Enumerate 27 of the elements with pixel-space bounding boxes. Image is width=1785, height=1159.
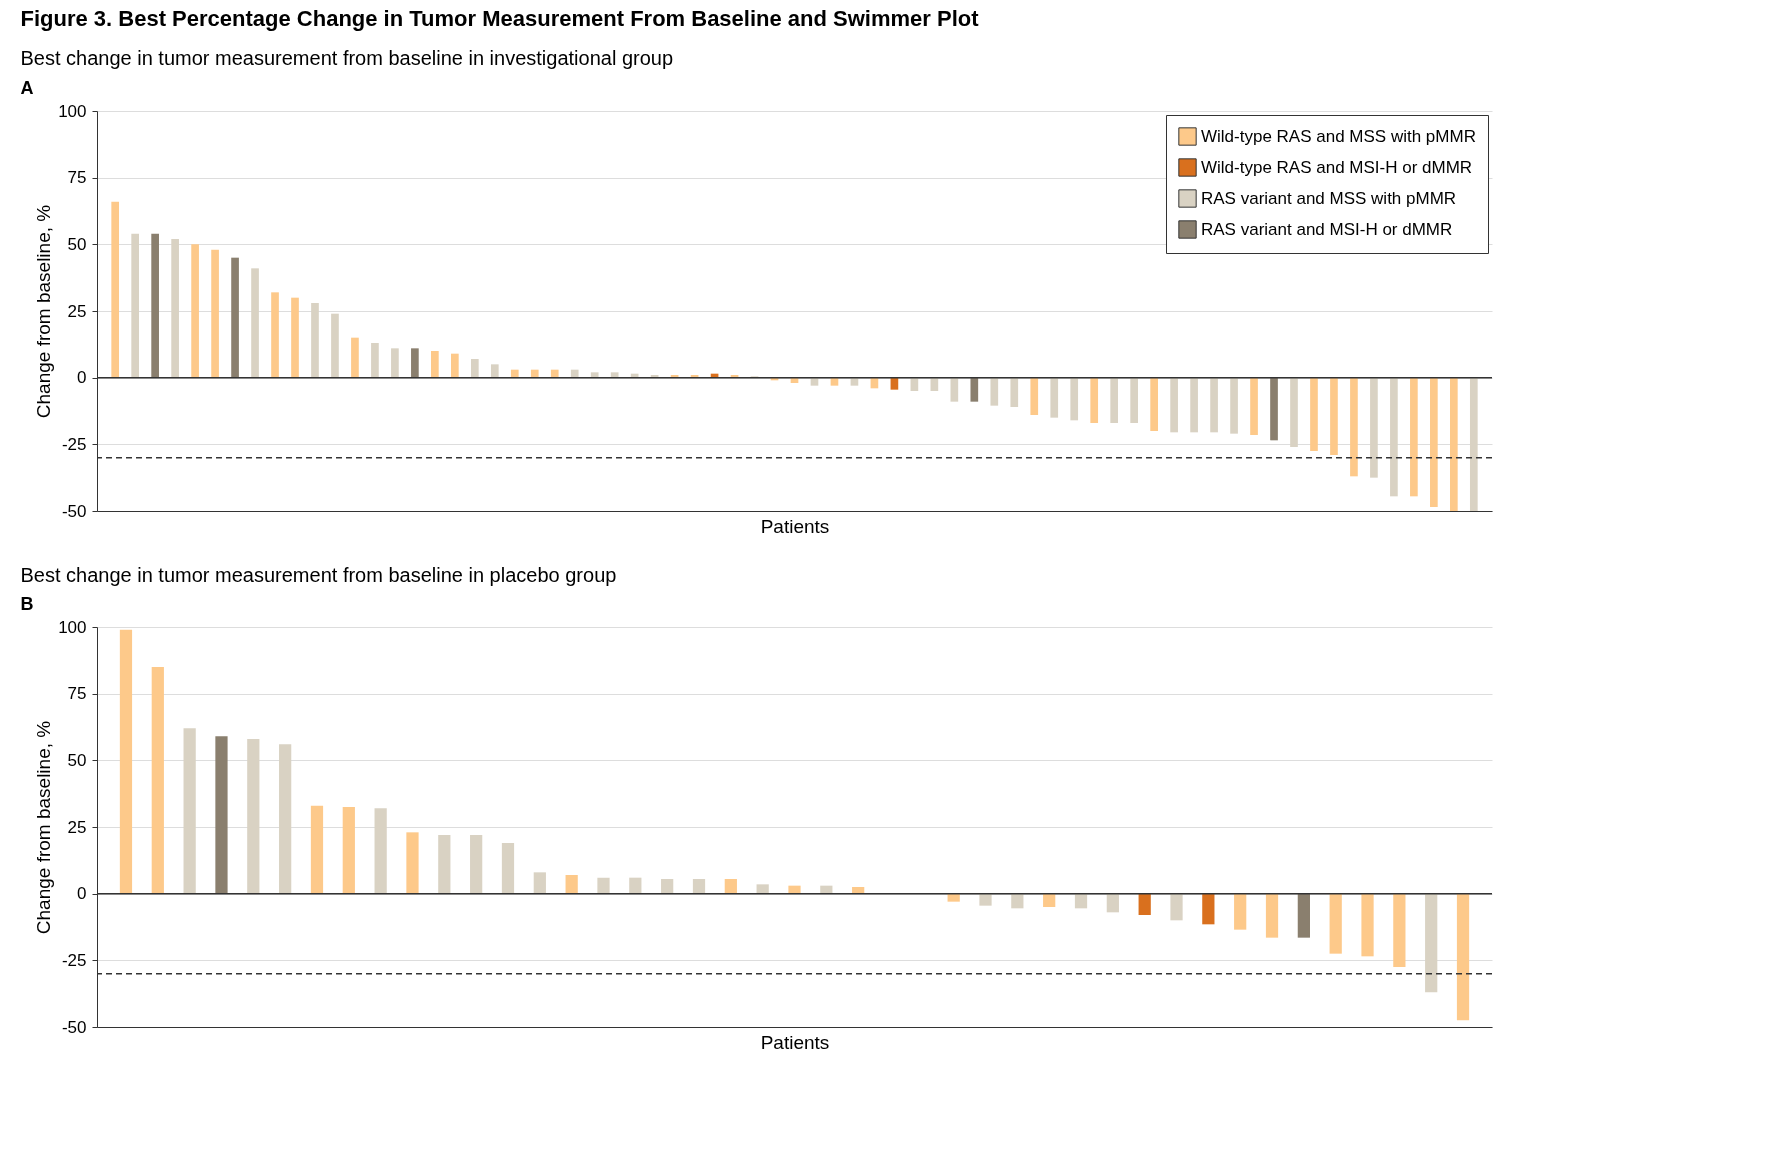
legend-label: Wild-type RAS and MSI-H or dMMR — [1201, 157, 1473, 177]
legend-label: Wild-type RAS and MSS with pMMR — [1201, 126, 1476, 146]
y-tick-label: 50 — [67, 750, 87, 770]
legend-label: RAS variant and MSI-H or dMMR — [1201, 219, 1453, 239]
y-tick-label: 0 — [77, 368, 87, 388]
y-tick-label: 75 — [67, 168, 87, 188]
y-tick-label: 25 — [67, 301, 87, 321]
y-axis-title: Change from baseline, % — [33, 720, 55, 935]
y-axis-title: Change from baseline, % — [33, 204, 55, 419]
y-tick-label: 50 — [67, 234, 87, 254]
y-tick-label: 100 — [58, 617, 87, 637]
chart-title: Best change in tumor measurement from baseline in placebo group — [20, 564, 617, 586]
x-axis-title: Patients — [760, 1031, 830, 1053]
y-tick-label: 0 — [77, 884, 87, 904]
text: B — [20, 594, 34, 614]
text: A — [20, 78, 34, 98]
y-tick-label: -50 — [61, 1017, 87, 1037]
y-tick-label: 25 — [67, 817, 87, 837]
y-tick-label: -25 — [61, 434, 87, 454]
y-tick-label: 75 — [67, 684, 87, 704]
legend-label: RAS variant and MSS with pMMR — [1201, 188, 1457, 208]
y-tick-label: -50 — [61, 501, 87, 521]
chart-title: Figure 3. Best Percentage Change in Tumor Measurement From Baseline and Swimmer Plot — [20, 6, 980, 31]
y-tick-label: 100 — [58, 101, 87, 121]
x-axis-title: Patients — [760, 515, 830, 537]
y-tick-label: -25 — [61, 950, 87, 970]
chart-subtitle: Best change in tumor measurement from baseline in investigational group — [20, 47, 674, 69]
